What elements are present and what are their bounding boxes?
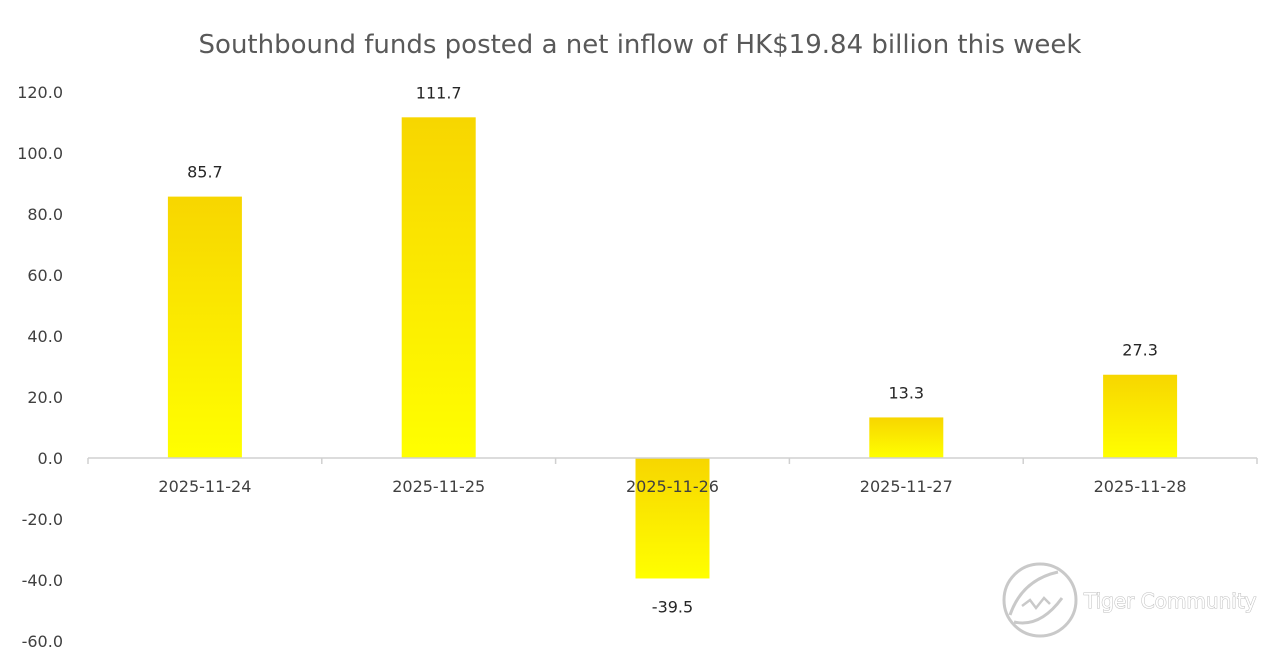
y-tick-label: 0.0 <box>38 449 63 468</box>
bar-2025-11-25 <box>401 117 476 458</box>
y-tick-label: -40.0 <box>22 571 63 590</box>
x-category-label: 2025-11-28 <box>1094 477 1187 496</box>
x-category-label: 2025-11-26 <box>626 477 719 496</box>
y-tick-label: 80.0 <box>27 205 63 224</box>
data-label: 13.3 <box>888 383 924 402</box>
bar-2025-11-24 <box>167 196 242 459</box>
x-category-label: 2025-11-24 <box>158 477 251 496</box>
chart-title: Southbound funds posted a net inflow of … <box>199 30 1082 60</box>
watermark: Tiger Community <box>1002 562 1257 638</box>
y-tick-label: 100.0 <box>17 144 63 163</box>
y-axis-tick-labels: 120.0 100.0 80.0 60.0 40.0 20.0 0.0 -20.0 -40.0 -… <box>17 83 63 651</box>
data-label: 85.7 <box>187 163 223 182</box>
y-tick-label: 120.0 <box>17 83 63 102</box>
x-axis-ticks <box>87 458 1258 464</box>
bar-2025-11-27 <box>869 417 944 458</box>
data-label: 27.3 <box>1122 341 1158 360</box>
tiger-logo-icon <box>1002 562 1078 638</box>
watermark-text: Tiger Community <box>1083 589 1257 613</box>
x-category-label: 2025-11-27 <box>860 477 953 496</box>
x-category-label: 2025-11-25 <box>392 477 485 496</box>
y-tick-label: 40.0 <box>27 327 63 346</box>
y-tick-label: -60.0 <box>22 632 63 651</box>
bars-group <box>167 117 1178 579</box>
data-label: -39.5 <box>652 597 693 616</box>
bar-2025-11-28 <box>1103 374 1178 458</box>
data-labels-group: 85.7 111.7 -39.5 13.3 27.3 <box>187 83 1158 616</box>
y-tick-label: 60.0 <box>27 266 63 285</box>
bar-2025-11-26 <box>635 458 710 579</box>
y-tick-label: -20.0 <box>22 510 63 529</box>
y-tick-label: 20.0 <box>27 388 63 407</box>
data-label: 111.7 <box>416 83 462 102</box>
x-axis-category-labels: 2025-11-24 2025-11-25 2025-11-26 2025-11-27… <box>158 477 1186 496</box>
